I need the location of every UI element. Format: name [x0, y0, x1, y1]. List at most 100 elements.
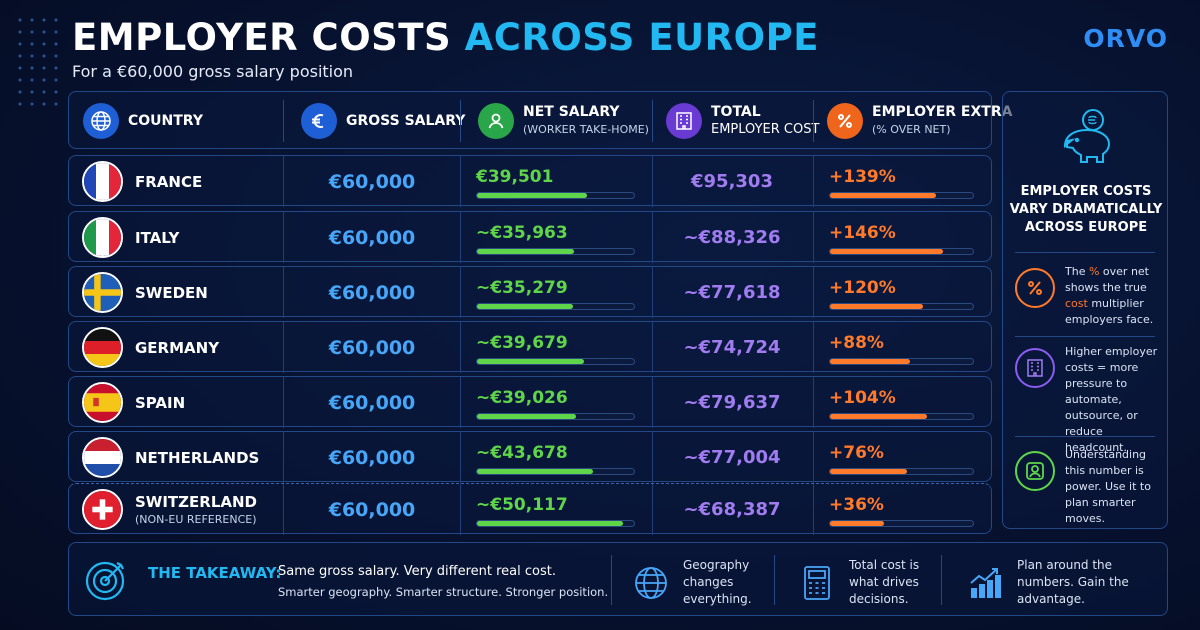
net-salary-bar — [476, 303, 635, 310]
country-cell: SWEDEN — [135, 267, 208, 318]
header-gross-label: GROSS SALARY — [346, 112, 466, 129]
gross-salary-value: €60,000 — [328, 446, 416, 469]
column-divider — [460, 484, 461, 535]
globe-icon — [83, 103, 119, 139]
flag-sweden-icon — [82, 272, 123, 313]
net-salary-bar-fill — [477, 304, 573, 309]
employer-extra-bar — [829, 468, 974, 475]
gross-salary-value: €60,000 — [328, 498, 416, 521]
column-divider — [813, 484, 814, 535]
country-cell: FRANCE — [135, 156, 202, 207]
growth-chart-icon — [970, 567, 1001, 598]
footer-item-plan: Plan around the numbers. Gain the advant… — [965, 557, 1129, 608]
sidebar-divider — [1015, 436, 1155, 437]
header-gross: GROSS SALARY — [301, 92, 465, 150]
header-country: COUNTRY — [83, 92, 203, 150]
footer-text-line: everything. — [683, 592, 752, 606]
footer-item-total-cost-text: Total cost is what drives decisions. — [849, 557, 919, 608]
sidebar-item-pressure: Higher employer costs = more pressure to… — [1015, 344, 1165, 456]
building-icon — [1015, 348, 1055, 388]
header-net-label: NET SALARY (WORKER TAKE-HOME) — [523, 104, 649, 138]
column-divider — [652, 322, 653, 373]
footer-item-plan-text: Plan around the numbers. Gain the advant… — [1017, 557, 1129, 608]
table-row: SWEDEN €60,000 ~€35,279 ~€77,618 +120% — [68, 266, 992, 318]
gross-salary-value: €60,000 — [328, 336, 416, 359]
header-net-sub: (WORKER TAKE-HOME) — [523, 123, 649, 136]
table-header: COUNTRY GROSS SALARY NET SALARY (WORKER … — [68, 91, 1012, 150]
column-divider — [652, 267, 653, 318]
country-cell: SWITZERLAND (NON-EU REFERENCE) — [135, 484, 257, 535]
net-salary-bar — [476, 468, 635, 475]
footer-item-total-cost: Total cost is what drives decisions. — [797, 557, 919, 608]
employer-extra-bar-fill — [830, 414, 928, 419]
sb-text-part: multiplier employers face. — [1065, 297, 1154, 326]
flag-germany-icon — [82, 327, 123, 368]
column-divider — [652, 484, 653, 535]
net-salary-bar-fill — [477, 359, 584, 364]
column-divider — [652, 212, 653, 263]
footer-text-line: what drives — [849, 575, 919, 589]
header-divider — [813, 100, 814, 142]
takeaway-sub: Smarter geography. Smarter structure. St… — [278, 585, 609, 599]
column-divider — [283, 212, 284, 263]
column-divider — [283, 322, 284, 373]
footer-text-line: advantage. — [1017, 592, 1085, 606]
person-icon — [478, 103, 514, 139]
sb-text-highlight: % — [1088, 265, 1100, 278]
country-cell: GERMANY — [135, 322, 219, 373]
table-row: GERMANY €60,000 ~€39,679 ~€74,724 +88% — [68, 321, 992, 373]
country-cell: ITALY — [135, 212, 179, 263]
building-icon — [666, 103, 702, 139]
sidebar-item-power-text: Understanding this number is power. Use … — [1065, 448, 1151, 525]
flag-switzerland-icon — [82, 489, 123, 530]
column-divider — [813, 267, 814, 318]
takeaway-label: THE TAKEAWAY: — [148, 564, 282, 582]
table-row: ITALY €60,000 ~€35,963 ~€88,326 +146% — [68, 211, 992, 263]
title-part-blue: ACROSS EUROPE — [464, 16, 819, 59]
sb-text-highlight: cost — [1065, 297, 1088, 310]
column-divider — [283, 432, 284, 483]
country-name: SWITZERLAND — [135, 493, 258, 511]
column-divider — [460, 212, 461, 263]
column-divider — [813, 432, 814, 483]
sidebar-divider — [1015, 252, 1155, 253]
employer-extra-value: +139% — [829, 167, 896, 187]
employer-extra-bar — [829, 303, 974, 310]
gross-salary-value: €60,000 — [328, 391, 416, 414]
footer-item-geography-text: Geography changes everything. — [683, 557, 752, 608]
footer-divider — [774, 555, 775, 605]
employer-extra-value: +76% — [829, 443, 884, 463]
calculator-icon — [804, 565, 830, 600]
euro-icon — [301, 103, 337, 139]
net-salary-value: €39,501 — [476, 167, 554, 187]
sidebar-heading-line2: VARY DRAMATICALLY — [1009, 202, 1163, 217]
header-divider — [460, 100, 461, 142]
net-salary-value: ~€35,963 — [476, 223, 568, 243]
footer-text-line: Total cost is — [849, 558, 920, 572]
column-divider — [283, 484, 284, 535]
net-salary-bar-fill — [477, 469, 594, 474]
employer-extra-bar — [829, 358, 974, 365]
sidebar-item-multiplier: The % over net shows the true cost multi… — [1015, 264, 1165, 328]
column-divider — [460, 156, 461, 207]
footer-text-line: decisions. — [849, 592, 909, 606]
employer-extra-bar-fill — [830, 193, 936, 198]
header-extra-label: EMPLOYER EXTRA (% OVER NET) — [872, 104, 1012, 138]
net-salary-bar — [476, 413, 635, 420]
employer-extra-bar — [829, 520, 974, 527]
footer-text-line: numbers. Gain the — [1017, 575, 1129, 589]
header-divider — [652, 100, 653, 142]
total-cost-value: ~€77,004 — [683, 447, 781, 468]
net-salary-value: ~€50,117 — [476, 495, 568, 515]
country-cell: SPAIN — [135, 377, 185, 428]
column-divider — [813, 377, 814, 428]
net-salary-bar — [476, 358, 635, 365]
net-salary-bar — [476, 192, 635, 199]
header-total-title: TOTAL — [711, 104, 761, 120]
takeaway-footer: THE TAKEAWAY: Same gross salary. Very di… — [68, 542, 1168, 616]
employer-extra-bar — [829, 248, 974, 255]
header-net-title: NET SALARY — [523, 104, 620, 120]
column-divider — [652, 156, 653, 207]
title-part-white: EMPLOYER COSTS — [72, 16, 452, 59]
employer-extra-value: +120% — [829, 278, 896, 298]
